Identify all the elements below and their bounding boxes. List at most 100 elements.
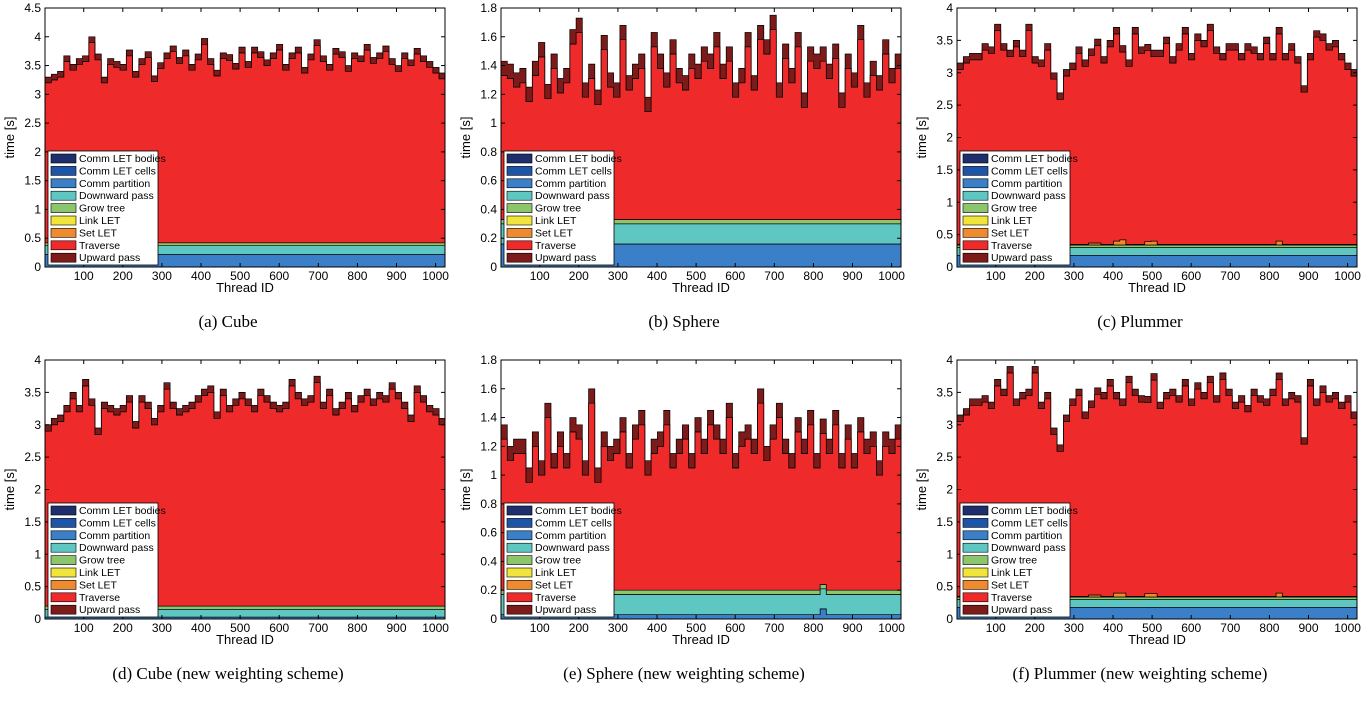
legend-label-traverse: Traverse bbox=[535, 592, 576, 604]
x-tick-label: 800 bbox=[347, 269, 367, 283]
legend-label-grow-tree: Grow tree bbox=[535, 203, 581, 215]
x-tick-label: 400 bbox=[1103, 621, 1123, 635]
legend-label-traverse: Traverse bbox=[79, 240, 120, 252]
chart-panel-f: 0 0.5 1 1.5 2 2.5 3 3.5 4 100 200 300 400 500 600 700 80… bbox=[912, 352, 1368, 704]
legend-label-upward-pass: Upward pass bbox=[79, 604, 140, 616]
x-tick-label: 500 bbox=[686, 269, 706, 283]
x-tick-label: 1000 bbox=[1334, 621, 1361, 635]
legend-swatch-set-let bbox=[962, 228, 989, 238]
legend-label-comm-partition: Comm partition bbox=[79, 178, 150, 190]
legend-swatch-link-let bbox=[506, 567, 533, 578]
legend-swatch-downward-pass bbox=[50, 542, 77, 553]
legend-swatch-comm-let-cells bbox=[50, 166, 77, 176]
legend-label-comm-let-cells: Comm LET cells bbox=[535, 165, 612, 177]
y-tick-label: 2 bbox=[34, 145, 41, 159]
chart-panel-d: 0 0.5 1 1.5 2 2.5 3 3.5 4 100 200 300 400 500 600 700 80… bbox=[0, 352, 456, 704]
x-tick-label: 900 bbox=[1298, 621, 1318, 635]
legend-swatch-comm-partition bbox=[506, 178, 533, 189]
y-tick-label: 0.6 bbox=[480, 174, 497, 188]
x-tick-label: 300 bbox=[1064, 269, 1084, 283]
legend-label-traverse: Traverse bbox=[535, 240, 576, 252]
legend-label-comm-let-cells: Comm LET cells bbox=[79, 517, 156, 529]
legend-swatch-traverse bbox=[506, 592, 533, 603]
x-tick-label: 200 bbox=[113, 269, 133, 283]
x-tick-label: 500 bbox=[230, 269, 250, 283]
x-tick-label: 800 bbox=[803, 621, 823, 635]
y-tick-label: 1 bbox=[490, 468, 497, 482]
y-tick-label: 1 bbox=[34, 202, 41, 216]
legend-swatch-traverse bbox=[50, 240, 77, 251]
y-axis-label: time [s] bbox=[458, 469, 473, 511]
legend-label-upward-pass: Upward pass bbox=[535, 252, 596, 264]
legend-label-upward-pass: Upward pass bbox=[991, 252, 1052, 264]
chart-caption-c: (c) Plummer bbox=[1097, 312, 1183, 331]
x-tick-label: 900 bbox=[386, 621, 406, 635]
y-tick-label: 4 bbox=[34, 353, 41, 367]
legend-label-link-let: Link LET bbox=[535, 215, 577, 227]
y-tick-label: 0.5 bbox=[24, 231, 41, 245]
x-tick-label: 400 bbox=[647, 269, 667, 283]
x-tick-label: 400 bbox=[191, 621, 211, 635]
x-tick-label: 900 bbox=[1298, 269, 1318, 283]
y-tick-label: 0.4 bbox=[480, 202, 497, 216]
y-tick-label: 0.8 bbox=[480, 497, 497, 511]
legend-swatch-comm-let-bodies bbox=[506, 505, 533, 516]
legend-label-comm-let-bodies: Comm LET bodies bbox=[79, 505, 166, 517]
chart-caption-d: (d) Cube (new weighting scheme) bbox=[112, 664, 344, 683]
y-tick-label: 0.2 bbox=[480, 583, 497, 597]
y-tick-label: 1.5 bbox=[936, 515, 953, 529]
chart-caption-a: (a) Cube bbox=[198, 312, 258, 331]
y-tick-label: 3 bbox=[34, 418, 41, 432]
legend-swatch-comm-let-cells bbox=[962, 518, 989, 528]
x-tick-label: 900 bbox=[842, 269, 862, 283]
x-tick-label: 1000 bbox=[422, 269, 449, 283]
legend-label-comm-let-cells: Comm LET cells bbox=[991, 517, 1068, 529]
x-tick-label: 1000 bbox=[1334, 269, 1361, 283]
chart-svg-c: 0 0.5 1 1.5 2 2.5 3 3.5 4 100 200 300 400 500 600 700 80… bbox=[914, 1, 1361, 295]
y-axis-label: time [s] bbox=[2, 117, 17, 159]
legend-label-grow-tree: Grow tree bbox=[79, 203, 125, 215]
legend-label-downward-pass: Downward pass bbox=[79, 542, 154, 554]
chart-panel-e: 0 0.2 0.4 0.6 0.8 1 1.2 1.4 1.6 1.8 100 200 300 400 50… bbox=[456, 352, 912, 704]
y-axis-label: time [s] bbox=[914, 117, 929, 159]
chart-panel-a: 0 0.5 1 1.5 2 2.5 3 3.5 4 4.5 100 200 300 400 500 600 70… bbox=[0, 0, 456, 352]
x-axis-label: Thread ID bbox=[1128, 280, 1186, 295]
series-area-upward-pass bbox=[957, 23, 1357, 100]
x-tick-label: 500 bbox=[1142, 269, 1162, 283]
legend-swatch-set-let bbox=[962, 580, 989, 590]
legend-swatch-grow-tree bbox=[962, 203, 989, 213]
legend-label-upward-pass: Upward pass bbox=[535, 604, 596, 616]
legend-swatch-downward-pass bbox=[506, 542, 533, 553]
legend-label-downward-pass: Downward pass bbox=[535, 190, 610, 202]
chart-svg-d: 0 0.5 1 1.5 2 2.5 3 3.5 4 100 200 300 400 500 600 700 80… bbox=[2, 353, 449, 647]
chart-panel-c: 0 0.5 1 1.5 2 2.5 3 3.5 4 100 200 300 400 500 600 700 80… bbox=[912, 0, 1368, 352]
x-tick-label: 700 bbox=[308, 269, 328, 283]
legend-label-traverse: Traverse bbox=[79, 592, 120, 604]
y-tick-label: 1 bbox=[946, 195, 953, 209]
x-axis-label: Thread ID bbox=[672, 280, 730, 295]
x-tick-label: 100 bbox=[530, 621, 550, 635]
legend-swatch-traverse bbox=[50, 592, 77, 603]
x-tick-label: 100 bbox=[74, 621, 94, 635]
x-tick-label: 800 bbox=[347, 621, 367, 635]
legend-swatch-comm-let-bodies bbox=[506, 153, 533, 164]
legend-swatch-grow-tree bbox=[50, 203, 77, 213]
chart-svg-f: 0 0.5 1 1.5 2 2.5 3 3.5 4 100 200 300 400 500 600 700 80… bbox=[914, 353, 1361, 647]
legend-swatch-link-let bbox=[962, 215, 989, 226]
x-tick-label: 700 bbox=[1220, 269, 1240, 283]
x-tick-label: 400 bbox=[191, 269, 211, 283]
legend-label-downward-pass: Downward pass bbox=[991, 190, 1066, 202]
y-tick-label: 1.5 bbox=[24, 174, 41, 188]
y-tick-label: 1 bbox=[490, 116, 497, 130]
x-tick-label: 200 bbox=[569, 621, 589, 635]
x-tick-label: 400 bbox=[1103, 269, 1123, 283]
x-tick-label: 200 bbox=[1025, 269, 1045, 283]
y-tick-label: 0 bbox=[490, 612, 497, 626]
legend-label-link-let: Link LET bbox=[991, 215, 1033, 227]
x-axis-label: Thread ID bbox=[672, 632, 730, 647]
